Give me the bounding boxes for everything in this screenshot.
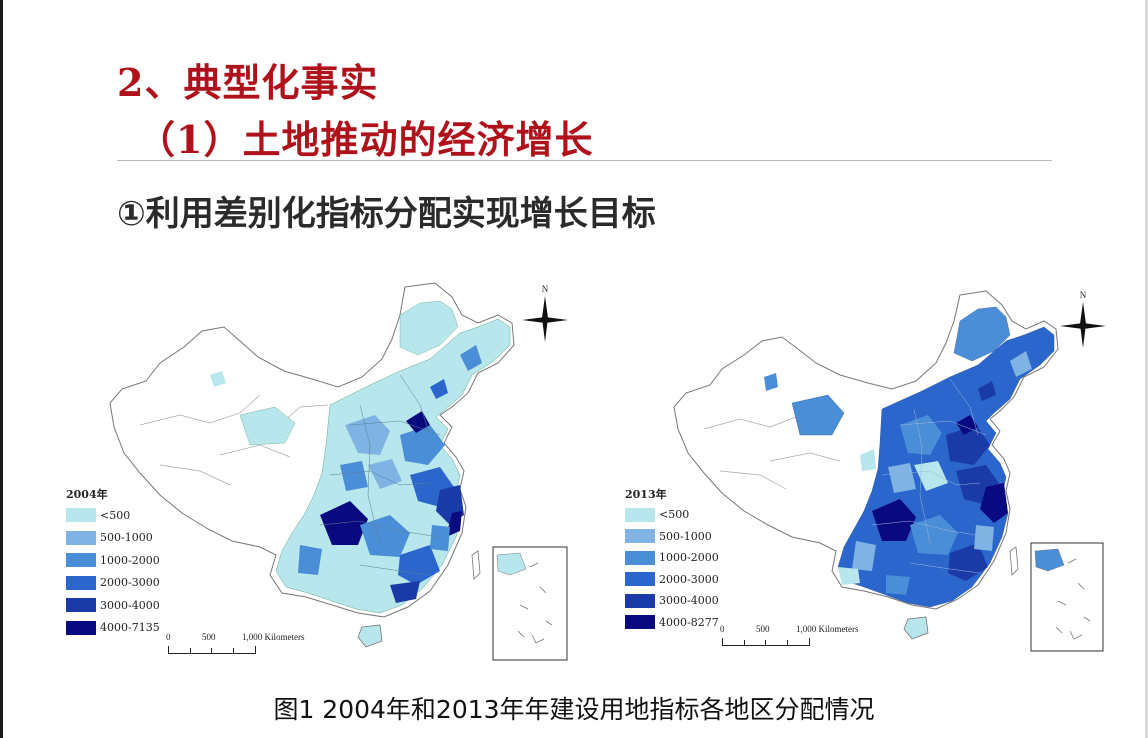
- legend-row: 4000-8277: [625, 612, 719, 634]
- legend-label: 3000-4000: [100, 598, 160, 612]
- scale-label: 0: [720, 624, 725, 634]
- legend-label: 2000-3000: [100, 576, 160, 590]
- legend-label: 500-1000: [100, 531, 153, 545]
- legend-title-2013: 2013年: [625, 488, 667, 501]
- china-map-2004: [109, 282, 568, 661]
- legend-label: 1000-2000: [100, 553, 160, 567]
- north-label-2013: N: [1080, 290, 1087, 300]
- figure-caption: 图1 2004年和2013年年建设用地指标各地区分配情况: [273, 695, 875, 724]
- scale-label: 500: [756, 624, 770, 634]
- legend-row: <500: [66, 504, 160, 527]
- legend-label: 4000-8277: [659, 615, 719, 629]
- slide-heading-secondary: （1）土地推动的经济增长: [137, 117, 594, 162]
- legend-row: 500-1000: [625, 526, 719, 548]
- scale-label: 500: [202, 632, 216, 642]
- legend-swatch: [625, 507, 655, 522]
- legend-row: 3000-4000: [625, 590, 719, 612]
- legend-swatch: [625, 593, 655, 608]
- legend-row: 2000-3000: [66, 572, 160, 595]
- legend-2004: 2004年 <500 500-1000 1000-2000 2000-3000 …: [66, 486, 160, 639]
- north-arrow-2004: N: [522, 284, 568, 342]
- legend-label: <500: [659, 508, 690, 522]
- legend-swatch: [625, 550, 655, 565]
- north-arrow-2013: N: [1060, 290, 1106, 348]
- scale-label: 1,000 Kilometers: [242, 632, 305, 642]
- north-label-2004: N: [542, 284, 549, 294]
- legend-label: 4000-7135: [100, 621, 160, 635]
- legend-swatch: [625, 615, 655, 630]
- legend-swatch: [625, 572, 655, 587]
- legend-label: 2000-3000: [659, 572, 719, 586]
- legend-label: 500-1000: [659, 529, 712, 543]
- scale-label: 0: [166, 632, 171, 642]
- legend-swatch: [66, 620, 96, 635]
- legend-row: 1000-2000: [66, 549, 160, 572]
- slide-subheading: ①利用差别化指标分配实现增长目标: [117, 194, 656, 234]
- legend-row: 1000-2000: [625, 547, 719, 569]
- legend-label: 3000-4000: [659, 594, 719, 608]
- legend-row: 500-1000: [66, 527, 160, 550]
- scale-label: 1,000 Kilometers: [796, 624, 859, 634]
- legend-2013: 2013年 <500 500-1000 1000-2000 2000-3000 …: [625, 486, 719, 633]
- heading-divider: [117, 160, 1052, 161]
- legend-row: 2000-3000: [625, 569, 719, 591]
- china-map-2013: [673, 290, 1104, 652]
- legend-label: <500: [100, 508, 131, 522]
- legend-swatch: [66, 598, 96, 613]
- legend-swatch: [66, 575, 96, 590]
- legend-swatch: [66, 530, 96, 545]
- left-frame-border: [0, 0, 3, 738]
- scale-bar-2013: 0 500 1,000 Kilometers: [720, 624, 882, 646]
- legend-swatch: [66, 508, 96, 523]
- scale-bar-2004: 0 500 1,000 Kilometers: [166, 632, 328, 654]
- legend-swatch: [625, 529, 655, 544]
- legend-row: 4000-7135: [66, 617, 160, 640]
- right-frame-border: [1145, 0, 1148, 738]
- legend-row: <500: [625, 504, 719, 526]
- legend-label: 1000-2000: [659, 551, 719, 565]
- legend-row: 3000-4000: [66, 594, 160, 617]
- slide-heading-primary: 2、典型化事实: [117, 60, 379, 105]
- legend-title-2004: 2004年: [66, 488, 108, 501]
- legend-swatch: [66, 553, 96, 568]
